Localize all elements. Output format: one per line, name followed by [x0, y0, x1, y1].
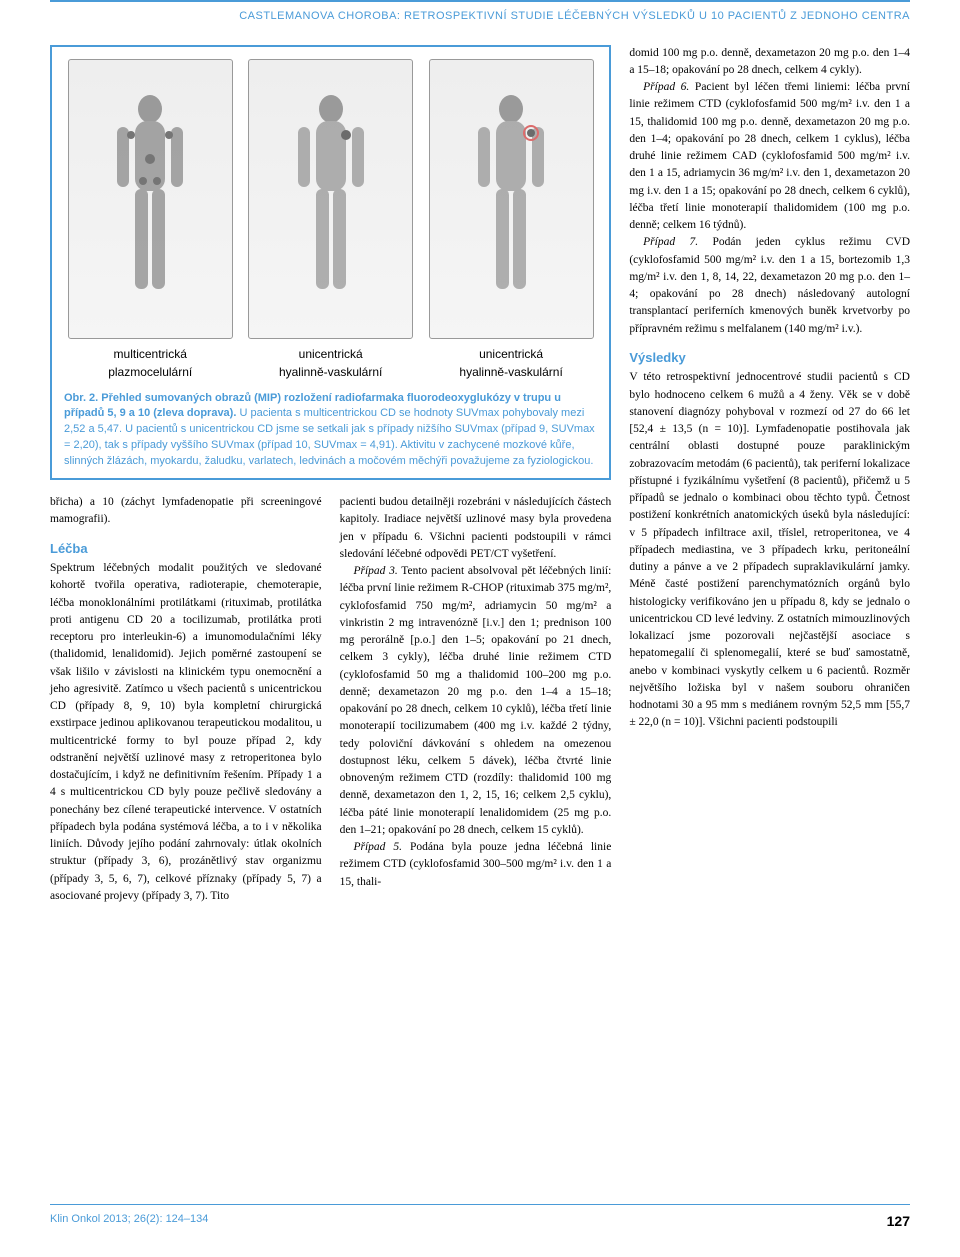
case-body: Tento pacient absolvoval pět léčebných l…: [340, 565, 612, 836]
case-label: Případ 6.: [643, 81, 689, 93]
two-column-text: břicha) a 10 (záchyt lymfadenopatie při …: [50, 494, 611, 905]
section-heading-lecba: Léčba: [50, 539, 322, 559]
figure-2: multicentrická plazmocelulární unicentri…: [50, 45, 611, 481]
figure-scans: [64, 59, 597, 339]
scan-label-3: unicentrická hyalinně-vaskulární: [429, 345, 594, 381]
body-paragraph: pacienti budou detailněji rozebráni v ná…: [340, 494, 612, 563]
case-body: Pacient byl léčen třemi liniemi: léčba p…: [629, 81, 910, 231]
page-content: multicentrická plazmocelulární unicentri…: [50, 45, 910, 906]
scan-label-text: plazmocelulární: [108, 365, 192, 379]
body-silhouette-icon: [286, 89, 376, 309]
body-paragraph: domid 100 mg p.o. denně, dexametazon 20 …: [629, 45, 910, 80]
page-footer: Klin Onkol 2013; 26(2): 124–134 127: [50, 1204, 910, 1232]
running-title: CASTLEMANOVA CHOROBA: RETROSPEKTIVNÍ STU…: [239, 10, 910, 22]
right-column: domid 100 mg p.o. denně, dexametazon 20 …: [629, 45, 910, 906]
scan-label-2: unicentrická hyalinně-vaskulární: [248, 345, 413, 381]
case-body: Podán jeden cyklus režimu CVD (cyklofosf…: [629, 236, 910, 334]
scan-label-row: multicentrická plazmocelulární unicentri…: [64, 345, 597, 381]
body-paragraph: Spektrum léčebných modalit použitých ve …: [50, 560, 322, 905]
scan-2: [248, 59, 413, 339]
scan-label-text: unicentrická: [479, 347, 543, 361]
body-paragraph: Případ 5. Podána byla pouze jedna léčebn…: [340, 839, 612, 891]
body-paragraph: V této retrospektivní jednocentrové stud…: [629, 369, 910, 731]
case-label: Případ 5.: [353, 841, 402, 853]
figure-caption: Obr. 2. Přehled sumovaných obrazů (MIP) …: [64, 391, 597, 471]
running-header: CASTLEMANOVA CHOROBA: RETROSPEKTIVNÍ STU…: [50, 0, 910, 25]
section-heading-vysledky: Výsledky: [629, 348, 910, 368]
journal-citation: Klin Onkol 2013; 26(2): 124–134: [50, 1211, 208, 1232]
scan-1: [68, 59, 233, 339]
page-number: 127: [887, 1211, 910, 1232]
scan-label-text: hyalinně-vaskulární: [279, 365, 382, 379]
scan-label-text: hyalinně-vaskulární: [459, 365, 562, 379]
body-paragraph: Případ 3. Tento pacient absolvoval pět l…: [340, 563, 612, 839]
body-paragraph: Případ 6. Pacient byl léčen třemi liniem…: [629, 79, 910, 234]
scan-3: [429, 59, 594, 339]
body-paragraph: břicha) a 10 (záchyt lymfadenopatie při …: [50, 494, 322, 529]
scan-label-1: multicentrická plazmocelulární: [68, 345, 233, 381]
body-silhouette-icon: [105, 89, 195, 309]
body-silhouette-icon: [466, 89, 556, 309]
scan-label-text: multicentrická: [114, 347, 187, 361]
left-block: multicentrická plazmocelulární unicentri…: [50, 45, 611, 906]
case-label: Případ 7.: [643, 236, 698, 248]
scan-label-text: unicentrická: [299, 347, 363, 361]
case-label: Případ 3.: [353, 565, 397, 577]
body-paragraph: Případ 7. Podán jeden cyklus režimu CVD …: [629, 234, 910, 338]
